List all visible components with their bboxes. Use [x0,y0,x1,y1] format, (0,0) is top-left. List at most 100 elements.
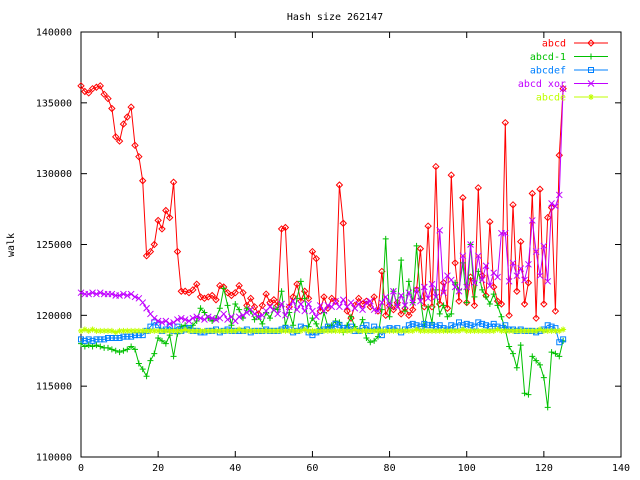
data-point [174,316,181,323]
data-point [243,327,250,334]
data-point [223,288,232,297]
data-point [517,237,525,246]
data-point [463,327,470,334]
data-point [517,265,525,272]
data-point [301,295,308,302]
axes: 1100001150001200001250001300001350001400… [36,28,630,475]
data-point [124,327,131,334]
data-point [502,327,509,334]
data-point [560,336,567,343]
data-point [398,327,405,334]
data-point [448,322,455,329]
data-point [420,303,428,311]
data-point [378,327,385,334]
data-point [528,217,536,224]
data-point [116,327,123,334]
data-point [181,316,189,323]
data-point [486,301,493,307]
data-point [483,327,489,334]
data-point [166,320,174,328]
data-point [397,292,405,299]
data-point [386,327,393,334]
data-point [124,346,131,353]
data-point [224,302,231,309]
legend: abcd abcd-1 abcdef abcd xor abcde [518,39,608,104]
data-point [471,327,478,334]
data-point [382,293,390,301]
data-point [85,342,92,349]
data-point [309,327,316,334]
data-point [544,404,551,411]
data-point [173,247,182,256]
data-point [166,213,174,222]
data-point [548,200,555,207]
data-point [185,317,193,325]
data-point [371,327,378,334]
data-point [532,314,540,322]
data-point [540,300,548,308]
data-point [455,287,463,295]
series-line [80,238,564,408]
data-point [127,290,135,298]
data-point [348,327,354,334]
data-point [355,294,363,303]
data-point [240,327,246,334]
data-point [456,327,462,334]
data-point [497,300,506,308]
data-point [243,309,251,316]
data-point [139,177,147,185]
data-point [339,296,347,304]
data-point [483,293,489,300]
data-point [355,327,362,334]
data-point [348,313,354,320]
y-axis-label: walk [6,233,17,257]
data-point [181,287,189,295]
data-point [555,151,563,159]
data-point [197,314,204,322]
data-point [251,316,258,323]
data-point [220,285,227,292]
data-point [551,307,560,315]
data-point [251,310,258,318]
data-point [520,300,529,308]
data-point [239,311,247,319]
data-point [309,307,316,315]
data-point [259,327,266,334]
data-point [505,277,513,285]
data-point [128,327,135,334]
data-point [154,216,162,225]
data-point [429,327,435,334]
data-point [474,184,482,192]
data-point [85,336,92,343]
data-point [162,317,170,325]
data-point [398,257,405,264]
data-point [174,327,181,334]
data-point [112,329,119,336]
data-point [282,327,289,334]
data-point [447,171,455,179]
data-point [413,286,420,294]
data-point [370,293,378,301]
data-point [216,327,223,334]
data-point [513,287,521,295]
data-point [401,302,409,309]
data-point [231,288,239,297]
data-point [490,320,497,327]
data-point [320,293,328,301]
data-point [479,286,486,293]
data-point [525,391,532,398]
data-point [89,337,96,344]
legend-marker [588,53,594,60]
data-point [151,319,158,326]
data-point [170,319,177,326]
data-point [209,327,216,334]
data-point [97,327,104,334]
data-point [432,162,440,171]
data-point [459,194,467,202]
data-point [135,327,142,334]
data-point [159,327,165,334]
data-point [452,327,459,334]
data-point [367,327,374,334]
data-point [316,302,324,309]
